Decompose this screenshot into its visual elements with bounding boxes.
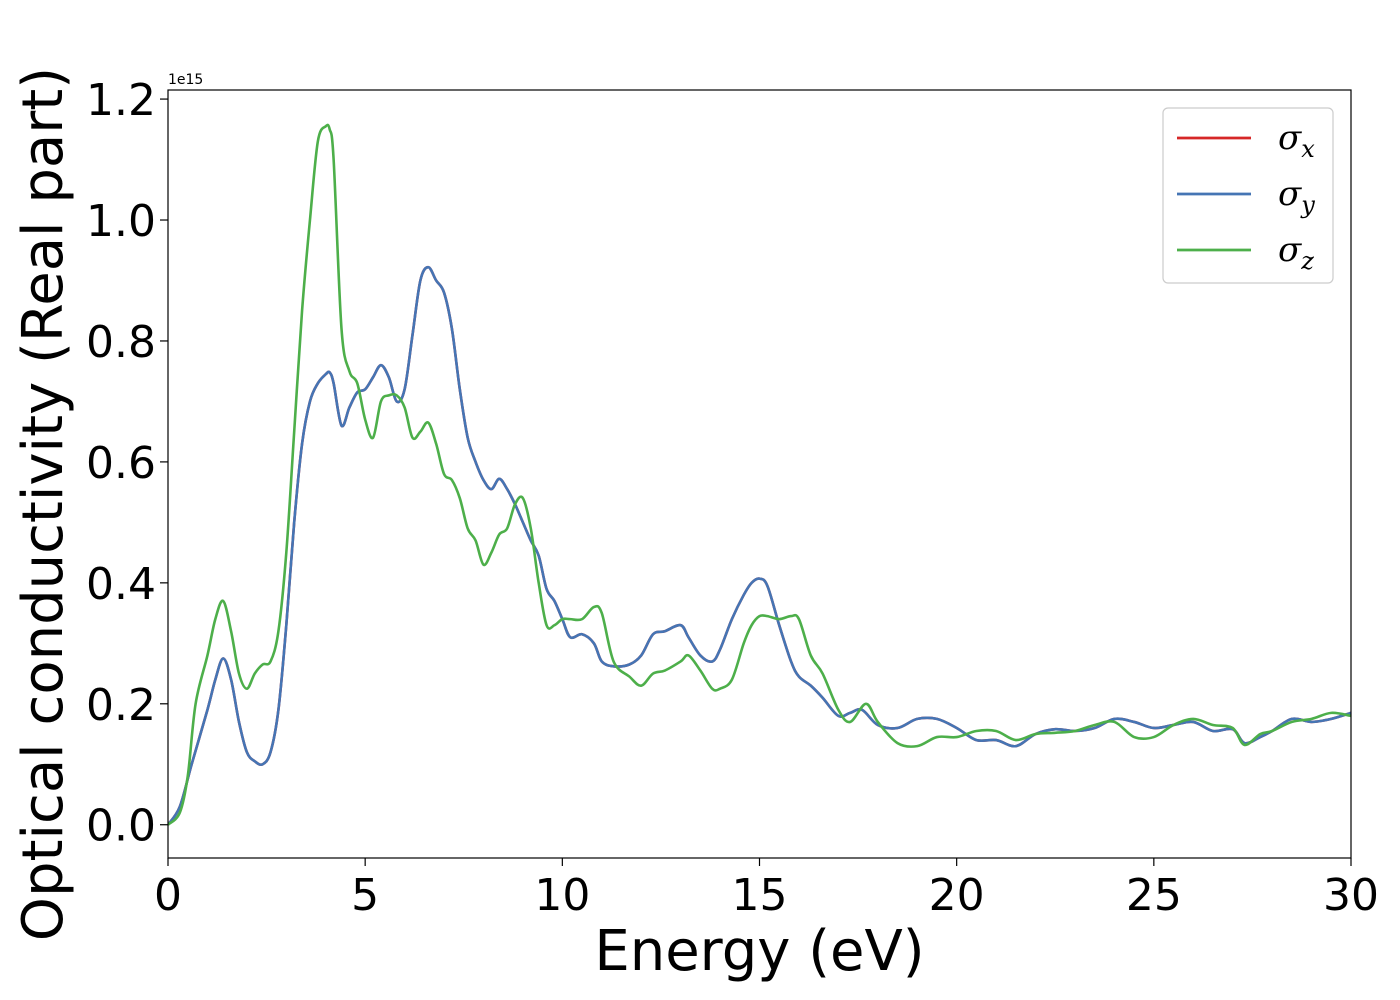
y-tick-label: 1.2	[86, 75, 156, 126]
y-axis-label: Optical conductivity (Real part)	[11, 67, 76, 941]
x-axis-ticks: 0 5 10 15 20 25 30	[154, 858, 1379, 921]
y-offset-label: 1e15	[168, 72, 203, 88]
x-tick-label: 20	[929, 870, 985, 921]
y-tick-label: 0.6	[86, 438, 156, 489]
x-tick-label: 0	[154, 870, 182, 921]
legend: σx σy σz	[1162, 107, 1334, 284]
x-axis-label: Energy (eV)	[594, 919, 924, 984]
y-tick-label: 1.0	[86, 196, 156, 247]
y-axis-ticks: 0.0 0.2 0.4 0.6 0.8 1.0 1.2	[86, 75, 168, 852]
x-tick-label: 30	[1323, 870, 1379, 921]
x-tick-label: 15	[732, 870, 788, 921]
y-tick-label: 0.4	[86, 559, 156, 610]
series-layer	[168, 123, 1351, 826]
y-tick-label: 0.0	[86, 801, 156, 852]
x-tick-label: 25	[1126, 870, 1182, 921]
legend-label-sigma-z: σz	[1278, 230, 1314, 275]
legend-label-sigma-x: σx	[1278, 118, 1315, 163]
series-line-sigma-z	[168, 123, 1351, 826]
x-tick-label: 5	[351, 870, 379, 921]
x-tick-label: 10	[534, 870, 590, 921]
y-tick-label: 0.2	[86, 680, 156, 731]
y-tick-label: 0.8	[86, 317, 156, 368]
legend-box	[1162, 107, 1334, 284]
legend-label-sigma-y: σy	[1278, 174, 1315, 219]
